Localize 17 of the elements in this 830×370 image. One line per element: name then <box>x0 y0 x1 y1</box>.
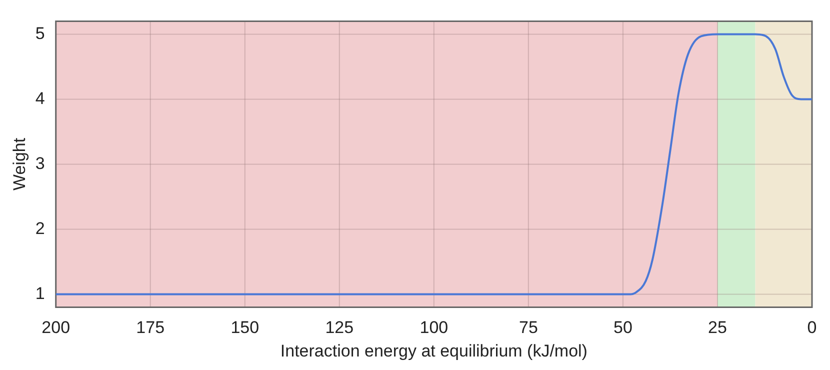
x-tick-label: 25 <box>708 318 727 338</box>
y-tick-label: 5 <box>35 24 45 43</box>
x-tick-label: 175 <box>136 318 165 338</box>
x-axis-title: Interaction energy at equilibrium (kJ/mol) <box>280 341 588 360</box>
x-tick-label: 150 <box>230 318 260 338</box>
y-tick-label: 4 <box>35 88 45 108</box>
line-series <box>56 33 812 296</box>
y-tick-label: 1 <box>35 284 45 303</box>
x-tick-label: 200 <box>42 318 70 338</box>
x-tick-label: 100 <box>420 318 448 338</box>
x-tick-label: 75 <box>518 318 538 338</box>
y-axis-title: Weight <box>10 138 29 191</box>
x-tick-label: 125 <box>325 318 354 338</box>
y-tick-label: 3 <box>35 154 45 173</box>
y-tick-label: 2 <box>35 218 45 238</box>
x-tick-label: 0 <box>807 318 817 338</box>
x-tick-label: 50 <box>614 318 632 338</box>
